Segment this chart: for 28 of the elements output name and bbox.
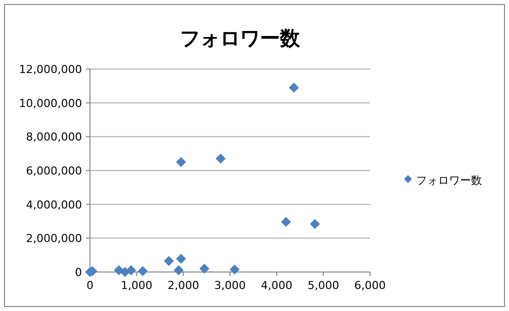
chart-title: フォロワー数 xyxy=(180,26,301,50)
point xyxy=(164,256,174,266)
x-tick-label: 5,000 xyxy=(308,279,340,292)
point xyxy=(288,82,299,93)
y-tick-label: 4,000,000 xyxy=(26,198,82,212)
point xyxy=(216,154,226,164)
point xyxy=(174,265,184,276)
x-tick-label: 2,000 xyxy=(168,279,200,292)
point xyxy=(138,266,148,276)
y-tick-label: 12,000,000 xyxy=(19,63,82,76)
point xyxy=(126,265,136,276)
y-tick-label: 10,000,000 xyxy=(19,96,82,110)
y-tick-label: 2,000,000 xyxy=(26,232,82,246)
y-tick-label: 8,000,000 xyxy=(26,130,82,144)
x-tick-label: 0 xyxy=(86,279,94,292)
point xyxy=(199,264,210,274)
x-tick-label: 3,000 xyxy=(214,279,246,292)
x-tick-label: 1,000 xyxy=(120,279,152,292)
point xyxy=(176,254,186,264)
legend-label: フォロワー数 xyxy=(416,174,482,187)
x-tick-label: 6,000 xyxy=(354,279,386,292)
y-tick-label: 0 xyxy=(75,266,82,279)
point xyxy=(281,216,291,227)
point xyxy=(230,264,240,274)
x-tick-label: 4,000 xyxy=(260,279,292,292)
point xyxy=(310,218,320,229)
point xyxy=(176,157,186,168)
y-tick-label: 6,000,000 xyxy=(26,164,82,178)
